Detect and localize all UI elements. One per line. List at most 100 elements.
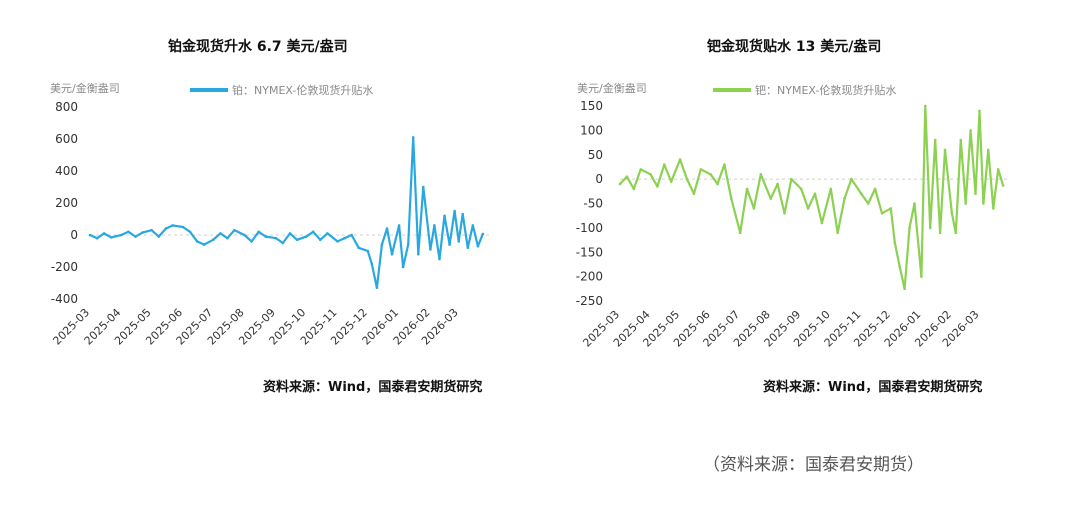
data-point [908, 226, 911, 230]
data-point [1001, 184, 1005, 187]
data-point [336, 240, 339, 243]
data-point [264, 235, 268, 238]
data-point [181, 225, 185, 229]
data-point [969, 129, 972, 132]
platinum-chart: 美元/金衡盎司 铂：NYMEX-伦敦现货升贴水 -400 -200 0 200 400 600… [50, 81, 490, 348]
data-point [850, 177, 853, 181]
source-note-bottom: （资料来源：国泰君安期货） [703, 455, 924, 475]
data-point [448, 243, 451, 246]
data-point [836, 231, 839, 235]
series-line [89, 136, 484, 289]
y-tick-label: -200 [576, 270, 603, 284]
data-point [295, 238, 299, 242]
data-point [401, 265, 405, 269]
data-point [632, 187, 636, 191]
chart-title-platinum: 铂金现货升水 6.7 美元/盎司 [168, 39, 348, 55]
data-point [898, 265, 901, 269]
data-point [752, 207, 756, 210]
data-point [799, 187, 803, 191]
data-point [978, 109, 981, 113]
data-point [685, 177, 689, 181]
data-point [102, 232, 106, 235]
data-point [202, 243, 206, 246]
data-point [380, 243, 384, 246]
data-point [738, 231, 742, 235]
data-point [943, 148, 947, 152]
data-point [893, 241, 897, 244]
data-point [370, 262, 374, 266]
data-point [95, 236, 99, 240]
data-point [385, 227, 389, 230]
y-tick-label: -150 [576, 245, 603, 259]
data-point [466, 246, 470, 250]
data-point [195, 240, 199, 243]
data-point [649, 173, 652, 176]
data-point [350, 233, 353, 237]
data-point [88, 233, 92, 237]
y-tick-label: -400 [51, 292, 78, 306]
data-point [656, 185, 659, 188]
data-point [692, 192, 696, 195]
data-point [406, 243, 410, 246]
data-point [257, 230, 261, 234]
data-point [366, 249, 370, 253]
y-tick-label: 50 [588, 148, 603, 162]
data-point [390, 252, 394, 256]
y-tick-label: 200 [55, 196, 78, 210]
data-point [150, 228, 153, 232]
y-tick-label: -200 [51, 260, 78, 274]
y-unit-label: 美元/金衡盎司 [577, 81, 647, 95]
data-point [938, 231, 942, 235]
data-point [913, 202, 916, 205]
data-point [783, 212, 786, 215]
y-unit-label: 美元/金衡盎司 [50, 81, 120, 95]
data-point [304, 235, 308, 238]
data-point [933, 138, 937, 142]
source-note-right: 资料来源：Wind，国泰君安期货研究 [763, 380, 983, 395]
data-point [709, 173, 712, 176]
data-point [954, 231, 958, 235]
y-tick-label: -100 [576, 221, 603, 235]
y-tick-label: -50 [583, 197, 603, 211]
data-point [219, 232, 222, 235]
data-point [319, 238, 322, 242]
data-point [776, 182, 779, 186]
data-point [211, 238, 215, 242]
y-tick-label: 150 [580, 99, 603, 113]
data-point [164, 227, 168, 230]
y-tick-label: -250 [576, 294, 603, 308]
data-point [618, 182, 622, 186]
data-point [723, 163, 726, 166]
data-point [889, 207, 893, 210]
y-tick-label: 0 [595, 172, 603, 186]
data-point [243, 233, 246, 237]
data-point [281, 241, 285, 245]
data-point [950, 212, 954, 215]
data-point [790, 177, 793, 181]
chart-title-palladium: 钯金现货贴水 13 美元/盎司 [707, 39, 882, 55]
data-point [924, 104, 927, 108]
data-point [397, 224, 401, 227]
data-point [438, 257, 441, 261]
data-point [903, 287, 906, 291]
data-point [481, 232, 485, 236]
source-note-left: 资料来源：Wind，国泰君安期货研究 [263, 380, 483, 395]
y-tick-label: 400 [55, 164, 78, 178]
data-point [250, 240, 253, 243]
data-point [453, 209, 456, 213]
y-tick-label: 0 [70, 228, 78, 242]
legend-label: 钯：NYMEX-伦敦现货升贴水 [755, 83, 896, 97]
data-point [226, 236, 229, 240]
data-point [745, 187, 749, 191]
legend-label: 铂：NYMEX-伦敦现货升贴水 [232, 83, 373, 97]
data-point [699, 168, 703, 171]
data-point [171, 224, 175, 227]
data-point [141, 231, 144, 234]
data-point [188, 230, 192, 234]
data-point [109, 236, 113, 239]
data-point [769, 197, 772, 200]
data-point [429, 248, 432, 251]
data-point [476, 244, 480, 248]
data-point [127, 230, 130, 234]
y-tick-label: 800 [55, 100, 78, 114]
